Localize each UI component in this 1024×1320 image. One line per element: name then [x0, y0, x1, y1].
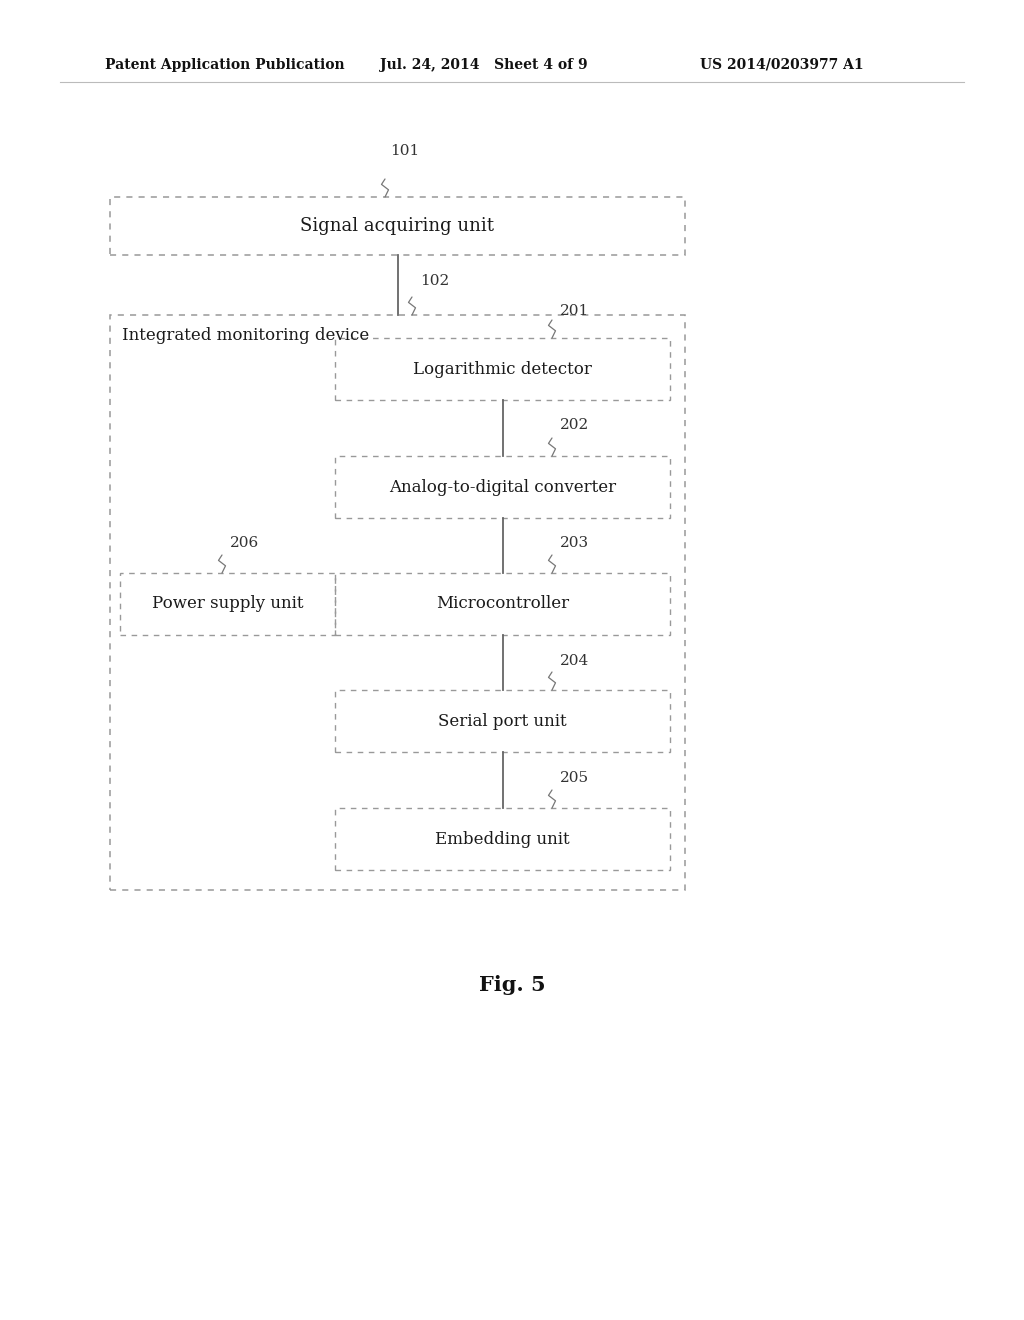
Text: 205: 205: [560, 771, 589, 785]
Text: 202: 202: [560, 418, 589, 432]
Text: 203: 203: [560, 536, 589, 550]
Text: 204: 204: [560, 653, 589, 668]
Text: 101: 101: [390, 144, 419, 158]
Bar: [335, 338, 670, 400]
Text: Serial port unit: Serial port unit: [438, 713, 567, 730]
Text: Jul. 24, 2014   Sheet 4 of 9: Jul. 24, 2014 Sheet 4 of 9: [380, 58, 588, 73]
Bar: [110, 197, 685, 255]
Bar: [120, 573, 335, 635]
Text: Integrated monitoring device: Integrated monitoring device: [122, 327, 370, 345]
Text: Fig. 5: Fig. 5: [478, 975, 546, 995]
Text: 102: 102: [420, 275, 450, 288]
Text: Signal acquiring unit: Signal acquiring unit: [300, 216, 495, 235]
Bar: [335, 573, 670, 635]
Bar: [335, 808, 670, 870]
Text: Logarithmic detector: Logarithmic detector: [413, 360, 592, 378]
Text: Analog-to-digital converter: Analog-to-digital converter: [389, 479, 616, 495]
Text: Power supply unit: Power supply unit: [152, 595, 303, 612]
Text: US 2014/0203977 A1: US 2014/0203977 A1: [700, 58, 863, 73]
Text: Embedding unit: Embedding unit: [435, 830, 569, 847]
Bar: [335, 455, 670, 517]
Text: 201: 201: [560, 304, 589, 318]
Text: Microcontroller: Microcontroller: [436, 595, 569, 612]
Text: Patent Application Publication: Patent Application Publication: [105, 58, 345, 73]
Text: 206: 206: [230, 536, 259, 550]
Bar: [110, 315, 685, 890]
Bar: [335, 690, 670, 752]
